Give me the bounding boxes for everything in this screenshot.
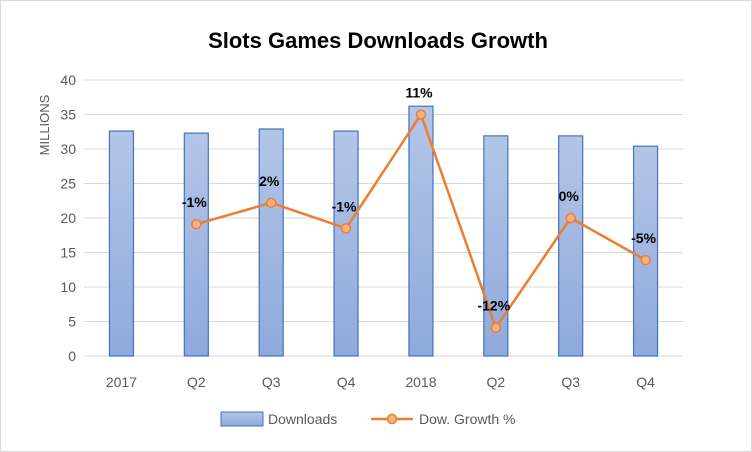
x-tick-label: 2017 <box>106 374 137 390</box>
x-tick-label: 2018 <box>405 374 436 390</box>
y-tick-label: 30 <box>60 141 76 157</box>
y-axis-label: MILLIONS <box>37 94 52 155</box>
growth-point-5 <box>490 322 502 333</box>
bar-downloads-1 <box>183 132 209 357</box>
y-tick-label: 35 <box>60 107 76 123</box>
line-series: -1% 2% -1% 11% -12% 0% -5% <box>182 85 657 333</box>
growth-data-label: -1% <box>182 194 207 210</box>
growth-data-label: -12% <box>477 298 510 314</box>
y-axis-ticks: 0 5 10 15 20 25 30 35 40 <box>60 72 76 364</box>
x-tick-label: Q2 <box>187 374 206 390</box>
bar-downloads-4 <box>408 105 434 357</box>
y-tick-label: 5 <box>68 314 76 330</box>
y-tick-label: 40 <box>60 72 76 88</box>
x-tick-label: Q3 <box>561 374 580 390</box>
legend: Downloads Dow. Growth % <box>220 411 515 427</box>
growth-point-4 <box>415 109 427 120</box>
bar-series <box>108 105 659 357</box>
x-axis-ticks: 2017 Q2 Q3 Q4 2018 Q2 Q3 Q4 <box>106 374 655 390</box>
bar-downloads-3 <box>333 130 359 357</box>
x-tick-label: Q2 <box>486 374 505 390</box>
growth-point-1 <box>191 218 202 230</box>
y-tick-label: 15 <box>60 245 76 261</box>
y-tick-label: 20 <box>60 210 76 226</box>
chart-title: Slots Games Downloads Growth <box>208 28 548 53</box>
x-tick-label: Q3 <box>262 374 281 390</box>
x-tick-label: Q4 <box>636 374 655 390</box>
growth-data-label: 11% <box>405 85 433 101</box>
growth-data-label: -5% <box>631 230 656 246</box>
bar-downloads-0 <box>108 130 135 357</box>
growth-data-label: 0% <box>559 188 580 204</box>
legend-growth-marker <box>386 413 398 425</box>
growth-data-label: 2% <box>259 173 280 189</box>
growth-point-6 <box>565 212 576 224</box>
gridlines <box>84 79 683 357</box>
y-tick-label: 10 <box>60 279 76 295</box>
bar-downloads-2 <box>258 128 284 357</box>
growth-point-3 <box>340 223 352 234</box>
growth-point-2 <box>265 197 277 209</box>
growth-point-7 <box>640 254 651 266</box>
y-tick-label: 0 <box>68 348 76 364</box>
bar-downloads-5 <box>483 135 509 357</box>
legend-downloads-swatch <box>220 411 264 427</box>
bar-downloads-6 <box>558 135 584 357</box>
x-tick-label: Q4 <box>337 374 356 390</box>
bar-downloads-7 <box>632 145 659 357</box>
legend-downloads-label: Downloads <box>268 411 337 427</box>
y-tick-label: 25 <box>60 176 76 192</box>
legend-growth-label: Dow. Growth % <box>419 411 515 427</box>
growth-data-label: -1% <box>332 198 357 214</box>
